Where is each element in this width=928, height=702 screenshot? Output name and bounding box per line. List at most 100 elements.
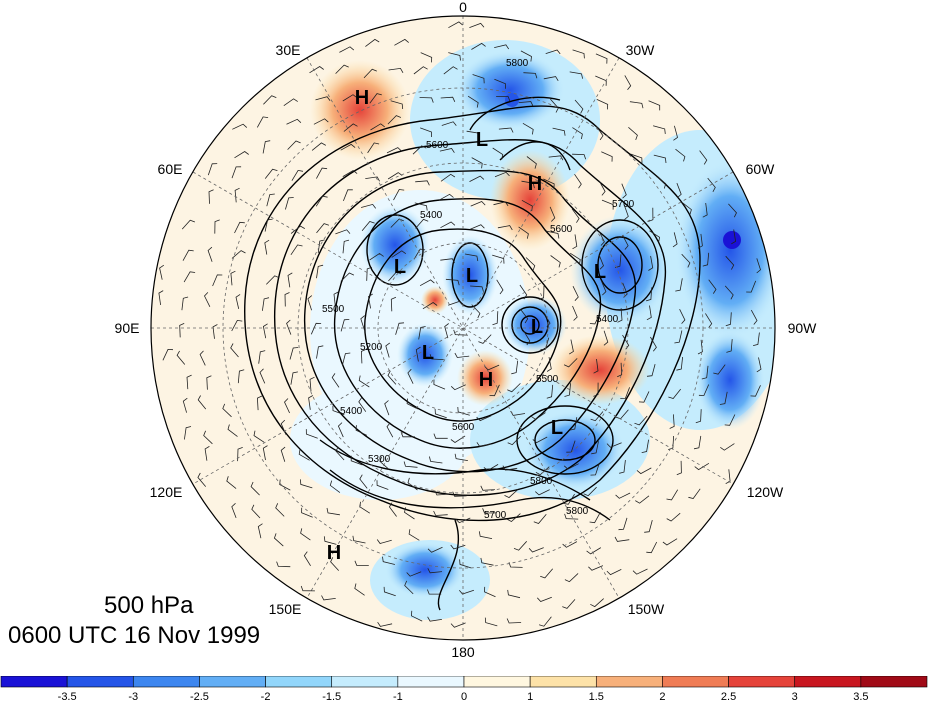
wind-barb [467, 95, 479, 108]
wind-barb [445, 278, 460, 286]
low-center: L [594, 261, 606, 283]
wind-barb [574, 99, 584, 114]
wind-barb [388, 271, 402, 282]
wind-barb [528, 547, 544, 553]
wind-barb [203, 430, 213, 445]
wind-barb [333, 291, 339, 307]
wind-barb [259, 368, 266, 384]
wind-barb [603, 330, 609, 346]
wind-barb [635, 495, 650, 504]
colorbar-cell [529, 676, 597, 688]
wind-barb [276, 561, 291, 568]
wind-barb [518, 101, 534, 107]
wind-barb [352, 535, 366, 544]
wind-barb [427, 568, 443, 574]
wind-barb [387, 370, 397, 385]
wind-barb [234, 187, 240, 203]
wind-barb [331, 373, 340, 388]
wind-barb [365, 176, 380, 182]
wind-barb [454, 352, 470, 358]
wind-barb [492, 311, 499, 326]
colorbar-tick-label: -2.5 [190, 691, 209, 702]
lon-label-30e: 30E [276, 42, 301, 58]
colorbar-ticks: -3.5 -3 -2.5 -2 -1.5 -1 0 1 1.5 2 2.5 3 3.5 [58, 691, 869, 702]
wind-barb [546, 357, 552, 372]
wind-barb [681, 253, 691, 268]
wind-barb [326, 507, 340, 516]
wind-barb [638, 391, 650, 403]
wind-barb [676, 182, 682, 198]
wind-barb [591, 441, 599, 455]
wind-barb [688, 488, 701, 499]
wind-barb [275, 503, 285, 517]
wind-barb [390, 100, 404, 110]
wind-barb [440, 258, 455, 264]
wind-barb [361, 221, 375, 231]
wind-barb [183, 271, 196, 283]
wind-barb [360, 349, 367, 364]
wind-barb [207, 246, 213, 262]
wind-barb [675, 278, 683, 292]
wind-barb [253, 430, 265, 443]
wind-barb [648, 100, 661, 111]
colorbar-tick-label: 3.5 [853, 691, 868, 702]
wind-barb [439, 148, 455, 153]
wind-barb [262, 297, 270, 311]
wind-barb [390, 296, 397, 312]
wind-barb [494, 171, 510, 178]
wind-barb [753, 332, 760, 346]
wind-barb [335, 229, 351, 235]
wind-barb [427, 616, 442, 622]
wind-barb [563, 358, 578, 368]
wind-barb [484, 617, 498, 627]
wind-barb [552, 127, 566, 136]
contour-label: 5400 [596, 314, 619, 325]
wind-barb [222, 403, 232, 418]
wind-barb [548, 155, 564, 161]
wind-barb [562, 599, 576, 609]
contour-label: 5700 [484, 510, 507, 521]
wind-barb [569, 71, 583, 79]
wind-barb [343, 123, 358, 132]
contour-label: 5800 [506, 58, 529, 69]
colorbar-tick-label: 0 [461, 691, 467, 702]
wind-barb [564, 383, 571, 397]
wind-barb [450, 622, 466, 628]
wind-barb [464, 253, 479, 262]
wind-barb [237, 447, 243, 462]
wind-barb [595, 75, 607, 86]
wind-barb [507, 589, 521, 599]
wind-barb [471, 42, 486, 50]
polar-map: 0 30W 60W 90W 120W 150W 180 150E 120E 90… [115, 0, 818, 660]
wind-barb [309, 376, 315, 392]
wind-barb [601, 199, 614, 210]
wind-barb [458, 589, 475, 595]
wind-barb [756, 357, 762, 373]
wind-barb [540, 568, 554, 579]
wind-barb [679, 309, 686, 324]
wind-barb [492, 254, 505, 264]
wind-barb [415, 180, 430, 186]
wind-barb [526, 156, 537, 169]
wind-barb [622, 234, 629, 250]
colorbar-cell [0, 676, 68, 688]
wind-barb [563, 463, 579, 470]
wind-barb [358, 397, 367, 412]
wind-barb [376, 480, 389, 490]
wind-barb [572, 153, 587, 160]
wind-barb [206, 375, 212, 390]
high-center: H [479, 369, 493, 391]
wind-barb [321, 595, 336, 601]
wind-barb [644, 519, 653, 533]
wind-barb [520, 308, 529, 324]
wind-barb [533, 514, 547, 524]
colorbar-cell [463, 676, 531, 688]
wind-barb [523, 330, 531, 346]
wind-barb [237, 369, 245, 384]
high-center: H [528, 173, 542, 195]
wind-barb [630, 153, 643, 163]
wind-barb [537, 596, 552, 602]
wind-barb [386, 422, 394, 438]
wind-barb [313, 118, 329, 125]
wind-barb [725, 312, 732, 327]
